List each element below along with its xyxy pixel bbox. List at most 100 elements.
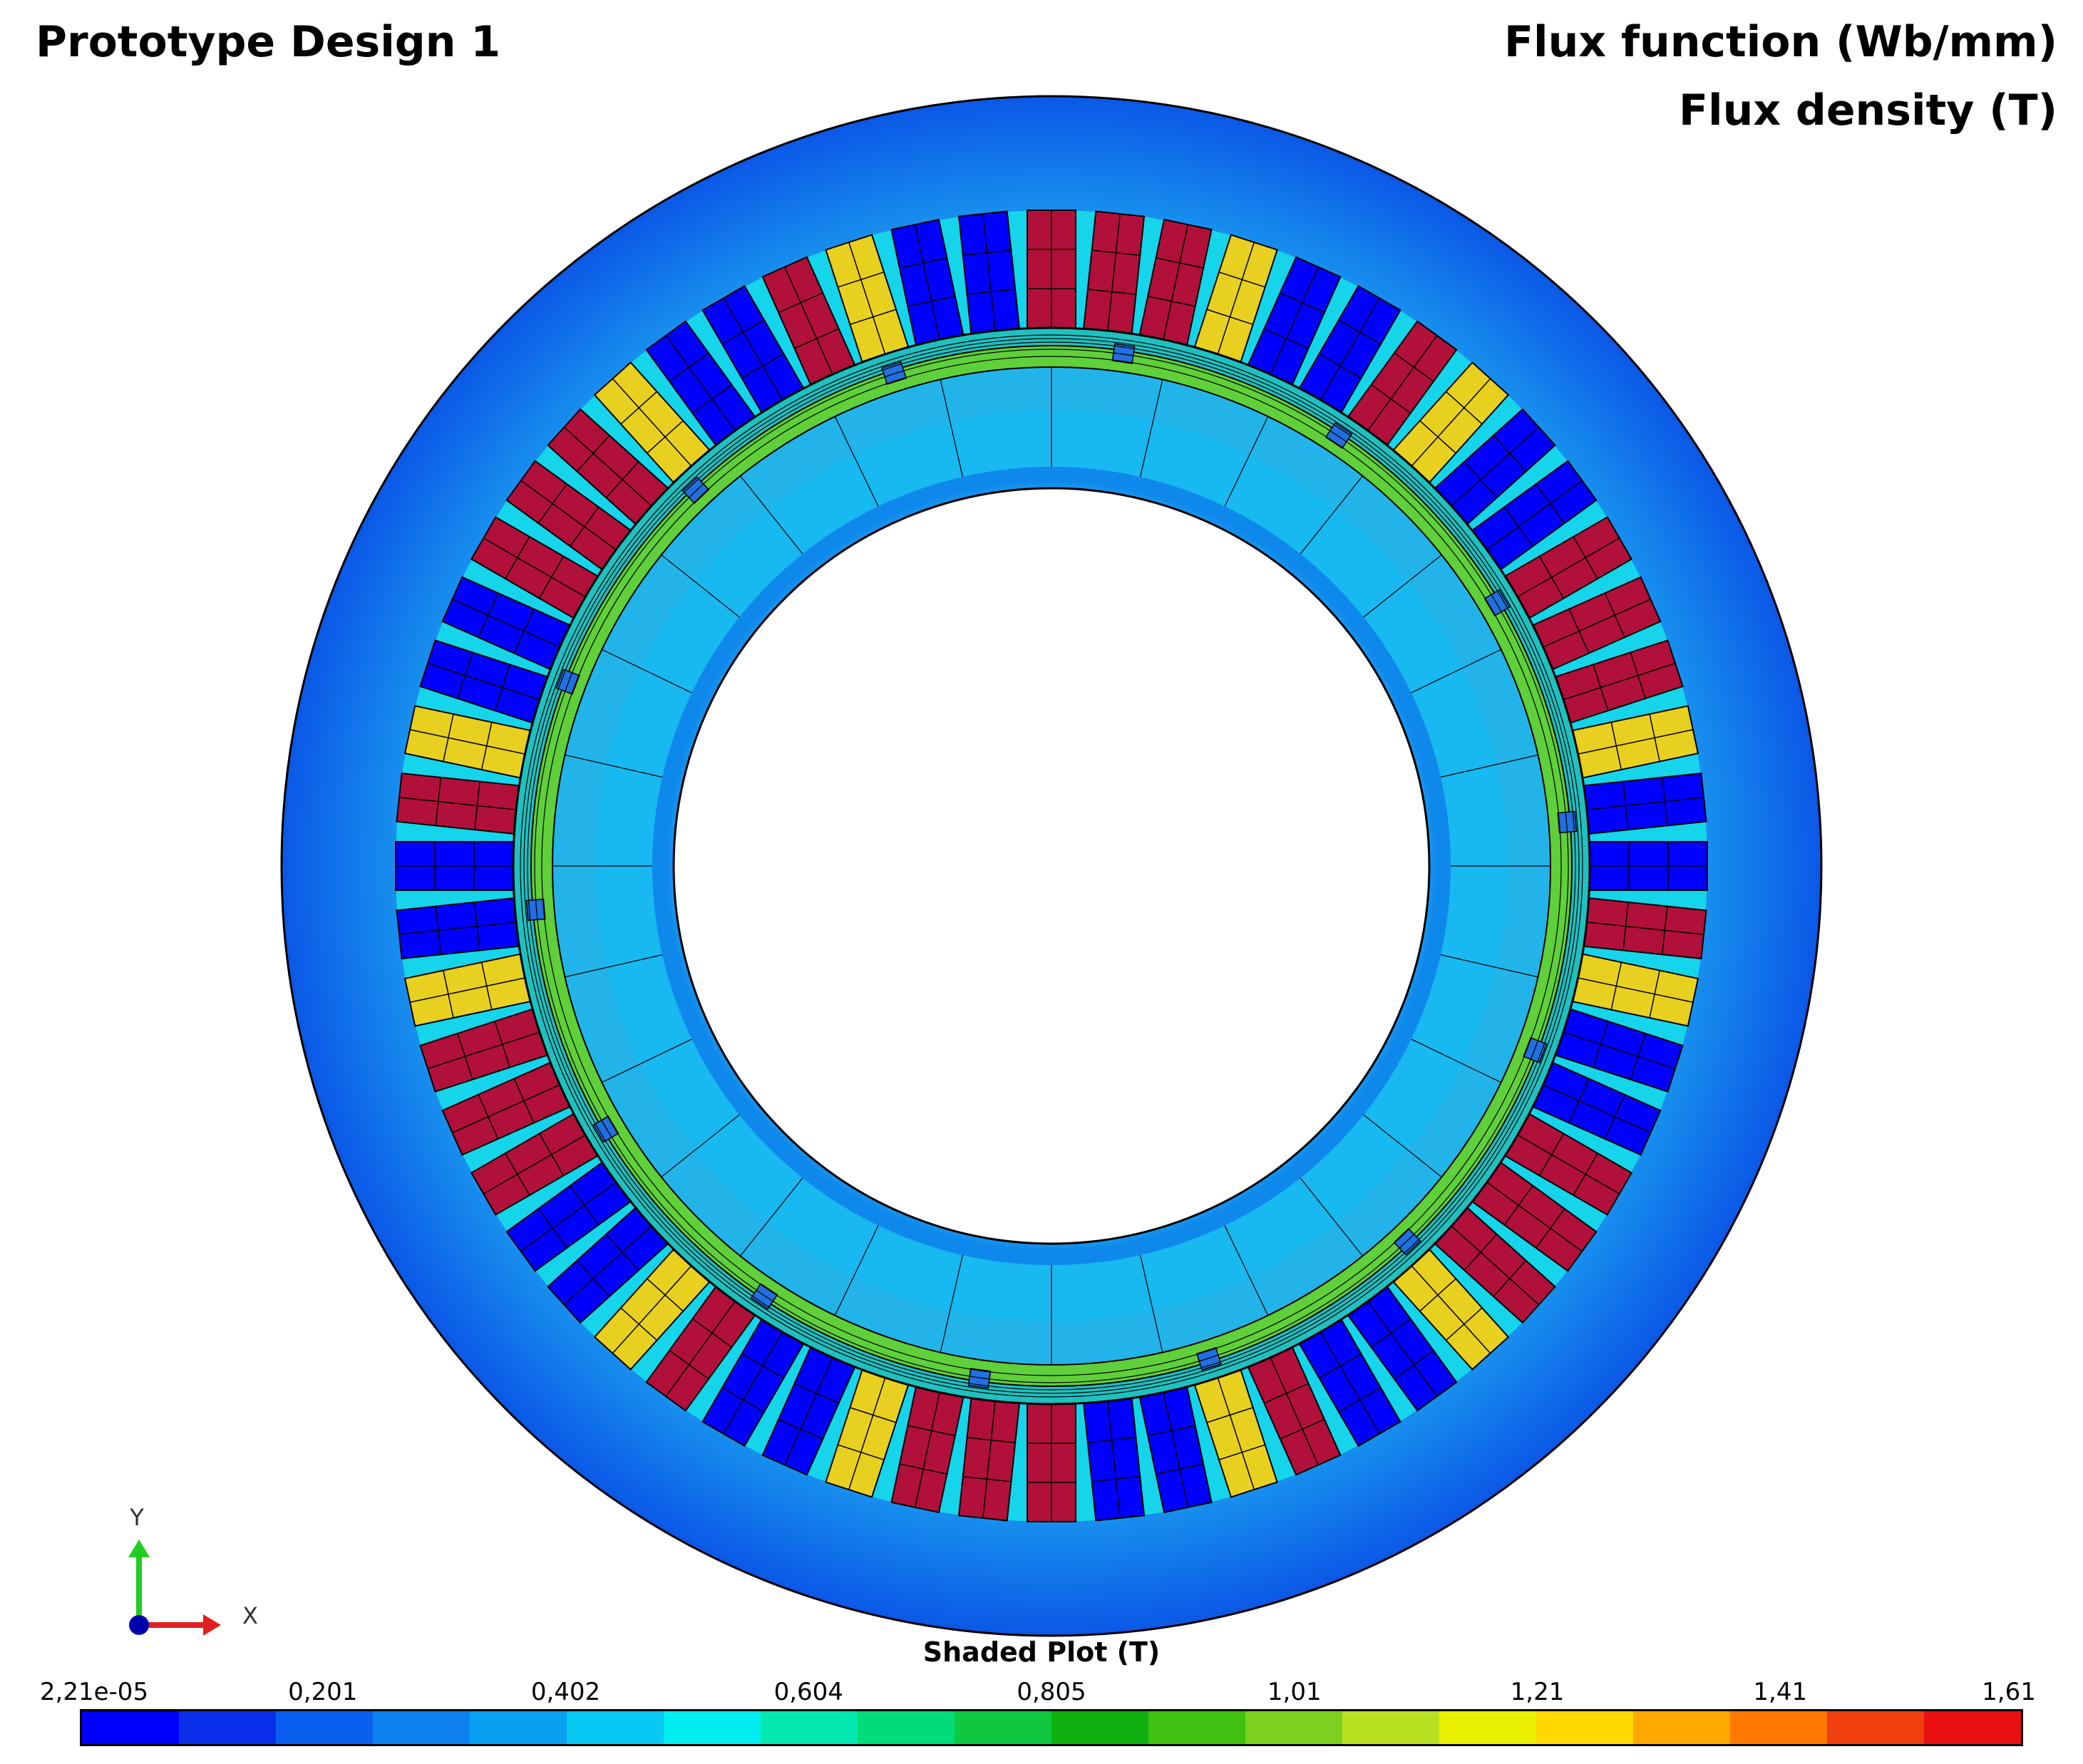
stator-slot [1083, 1398, 1146, 1522]
stator-slot [1138, 1386, 1213, 1514]
legend-tick-label: 0,805 [1017, 1678, 1086, 1706]
flux-line [940, 379, 963, 478]
stator-slot [1572, 705, 1699, 779]
stator-slot [890, 1386, 965, 1514]
flux-line [1224, 416, 1269, 507]
color-scale-segment [567, 1711, 664, 1744]
flux-line [1140, 379, 1163, 478]
flux-line [527, 341, 1576, 1391]
rotor-magnet [1195, 1346, 1222, 1371]
flux-function-label: Flux function (Wb/mm) [1504, 17, 2057, 67]
flux-line [1440, 754, 1538, 778]
flux-line [1411, 1038, 1501, 1083]
stator-slot [1193, 234, 1278, 363]
flux-line [1300, 475, 1363, 555]
shaft-bore [672, 487, 1431, 1245]
rotor-magnet [967, 1368, 992, 1389]
flux-line [1140, 1254, 1163, 1353]
rotor-magnet [1393, 1227, 1421, 1256]
plot-title: Prototype Design 1 [36, 17, 501, 67]
flux-line [940, 1254, 963, 1353]
x-axis-label: X [242, 1602, 258, 1629]
stator-slot [957, 1398, 1020, 1522]
color-scale-segment [1536, 1711, 1633, 1744]
color-scale-segment [1051, 1711, 1148, 1744]
color-scale-segment [1342, 1711, 1439, 1744]
color-scale-segment [1924, 1711, 2021, 1744]
flux-line [1300, 1177, 1363, 1257]
stator-slot [1572, 953, 1699, 1027]
color-scale-segment [179, 1711, 276, 1744]
color-scale-segment [761, 1711, 858, 1744]
stator-slot [701, 284, 805, 413]
rotor-magnet [1325, 422, 1353, 449]
stator-slot [1247, 1346, 1342, 1476]
stator-slot [1471, 460, 1598, 571]
rotor-magnet [682, 476, 710, 505]
flux-line [834, 1225, 879, 1316]
color-scale-segment [82, 1711, 179, 1744]
flux-line [1224, 1225, 1269, 1316]
stator-slot [1083, 210, 1146, 334]
stator-slot [825, 234, 910, 363]
stator-slot [396, 772, 520, 835]
flux-density-label: Flux density (T) [1679, 86, 2057, 135]
flux-line [520, 334, 1583, 1398]
color-scale-segment [373, 1711, 470, 1744]
flux-line [523, 338, 1580, 1394]
stator-slot [701, 1319, 805, 1448]
flux-line [565, 754, 663, 778]
stator-slot [403, 705, 531, 779]
flux-line [740, 475, 803, 555]
stator-slot [1589, 841, 1708, 891]
legend-tick-label: 1,21 [1510, 1678, 1565, 1706]
flux-line [661, 555, 740, 618]
stator-slot [890, 218, 965, 346]
color-scale-bar [80, 1709, 2023, 1746]
rotor-magnet [1557, 810, 1578, 834]
stator-slot [1247, 256, 1342, 386]
stator-slot [1138, 218, 1213, 346]
flux-line [602, 649, 692, 693]
flux-line [541, 356, 1562, 1376]
flux-lines [520, 334, 1583, 1398]
stator-slot [470, 516, 599, 619]
flux-line [661, 1114, 740, 1177]
legend-tick-label: 0,201 [288, 1678, 358, 1706]
flux-line [602, 1038, 692, 1083]
rotor-magnets [525, 343, 1578, 1389]
color-scale-segment [1633, 1711, 1730, 1744]
color-scale-segment [955, 1711, 1051, 1744]
legend-tick-label: 0,604 [773, 1678, 843, 1706]
rotor-magnet [592, 1115, 619, 1143]
stator-slot [1583, 897, 1707, 960]
rotor-magnet [1483, 589, 1511, 617]
stator-slot [396, 897, 520, 960]
color-scale-segment [276, 1711, 373, 1744]
rotor-magnet [881, 361, 907, 386]
flux-line [1411, 649, 1501, 693]
y-axis-label: Y [129, 1504, 144, 1531]
color-scale-segment [470, 1711, 567, 1744]
stator-slot [1583, 772, 1707, 835]
stator-slot [1434, 1207, 1556, 1324]
flux-line [1440, 954, 1538, 978]
flux-line [1363, 555, 1442, 618]
flux-line [534, 349, 1569, 1383]
rotor-magnet [1111, 343, 1136, 364]
color-scale-segment [1439, 1711, 1536, 1744]
flux-line [565, 954, 663, 978]
stator-slot [395, 841, 514, 891]
stator-slot [1193, 1369, 1278, 1498]
rotor-magnet [750, 1283, 778, 1310]
color-scale-segment [1730, 1711, 1827, 1744]
color-scale-segment [664, 1711, 761, 1744]
flux-line [834, 416, 879, 507]
legend-tick-label: 1,41 [1753, 1678, 1808, 1706]
flux-plot: Y X [128, 95, 1823, 1637]
axis-triad [128, 1539, 221, 1636]
legend-tick-label: 0,402 [530, 1678, 601, 1706]
color-scale-segment [1827, 1711, 1924, 1744]
legend-tick-label: 1,01 [1267, 1678, 1322, 1706]
stator-slot [1027, 210, 1076, 329]
